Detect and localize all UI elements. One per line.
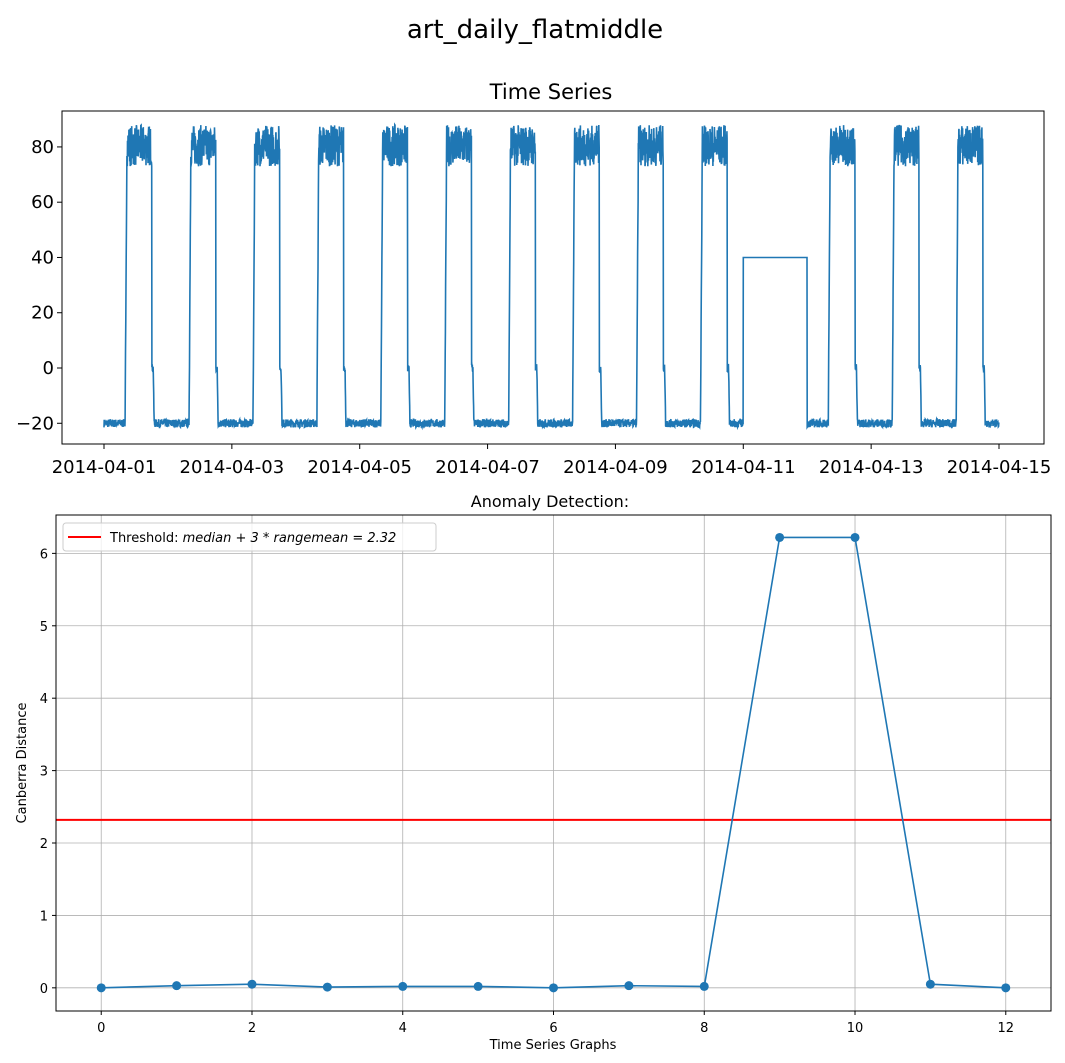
time-series-axes: Time Series −20 0 20 40 60 80 2014-04-01 2014-… bbox=[16, 80, 1051, 478]
ad-xtick-label: 4 bbox=[399, 1021, 407, 1036]
ad-xtick-label: 12 bbox=[997, 1021, 1014, 1036]
ad-ytick-label: 5 bbox=[40, 620, 48, 635]
anomaly-title: Anomaly Detection: bbox=[471, 492, 629, 511]
distance-point bbox=[549, 983, 558, 993]
distance-point bbox=[850, 532, 860, 542]
ts-xtick-label: 2014-04-13 bbox=[819, 457, 924, 478]
anomaly-grid bbox=[56, 515, 1051, 1011]
ad-xtick-label: 6 bbox=[549, 1021, 557, 1036]
ad-ytick-label: 1 bbox=[40, 909, 48, 924]
distance-point bbox=[925, 979, 935, 989]
distance-point bbox=[473, 981, 483, 991]
distance-point bbox=[322, 982, 332, 992]
anomaly-ylabel: Canberra Distance bbox=[15, 703, 30, 824]
ts-xtick-label: 2014-04-09 bbox=[563, 457, 668, 478]
legend-box bbox=[62, 522, 437, 552]
ad-xtick-label: 2 bbox=[248, 1021, 256, 1036]
ts-xtick-label: 2014-04-05 bbox=[307, 457, 412, 478]
figure-title: art_daily_flatmiddle bbox=[407, 15, 663, 45]
ad-xtick-label: 8 bbox=[700, 1021, 708, 1036]
ts-ytick-label: 60 bbox=[31, 192, 54, 213]
time-series-frame bbox=[61, 110, 1045, 445]
ts-ytick-label: 20 bbox=[31, 303, 54, 324]
time-series-path bbox=[103, 122, 1000, 431]
ts-xtick-label: 2014-04-11 bbox=[691, 457, 796, 478]
ts-ytick-label: 40 bbox=[31, 247, 54, 268]
ad-ytick-label: 2 bbox=[40, 837, 48, 852]
ts-xtick-label: 2014-04-15 bbox=[947, 457, 1052, 478]
time-series-title: Time Series bbox=[489, 80, 613, 104]
distance-point bbox=[172, 981, 182, 991]
ad-xtick-label: 10 bbox=[847, 1021, 864, 1036]
time-series-line bbox=[103, 122, 1000, 431]
distance-point bbox=[247, 979, 257, 989]
anomaly-series bbox=[96, 532, 1011, 993]
ts-xtick-label: 2014-04-01 bbox=[52, 457, 157, 478]
ts-ytick-label: 80 bbox=[31, 137, 54, 158]
ts-xtick-label: 2014-04-03 bbox=[180, 457, 285, 478]
distance-point bbox=[96, 983, 106, 993]
distance-point bbox=[775, 532, 785, 542]
legend-threshold-label: Threshold: median + 3 * rangemean = 2.32 bbox=[109, 531, 396, 546]
distance-point bbox=[1001, 983, 1011, 993]
ts-ytick-label: −20 bbox=[16, 413, 54, 434]
ad-ytick-label: 6 bbox=[40, 547, 48, 562]
ad-ytick-label: 4 bbox=[40, 692, 48, 707]
legend: Threshold: median + 3 * rangemean = 2.32 bbox=[62, 522, 437, 552]
distance-point bbox=[699, 981, 709, 991]
anomaly-xlabel: Time Series Graphs bbox=[489, 1038, 617, 1053]
ts-ytick-label: 0 bbox=[43, 358, 54, 379]
ad-xtick-label: 0 bbox=[97, 1021, 105, 1036]
distance-point bbox=[398, 981, 408, 991]
distance-point bbox=[624, 981, 634, 991]
ad-ytick-label: 0 bbox=[40, 982, 48, 997]
ts-xtick-label: 2014-04-07 bbox=[435, 457, 540, 478]
ad-ytick-label: 3 bbox=[40, 765, 48, 780]
